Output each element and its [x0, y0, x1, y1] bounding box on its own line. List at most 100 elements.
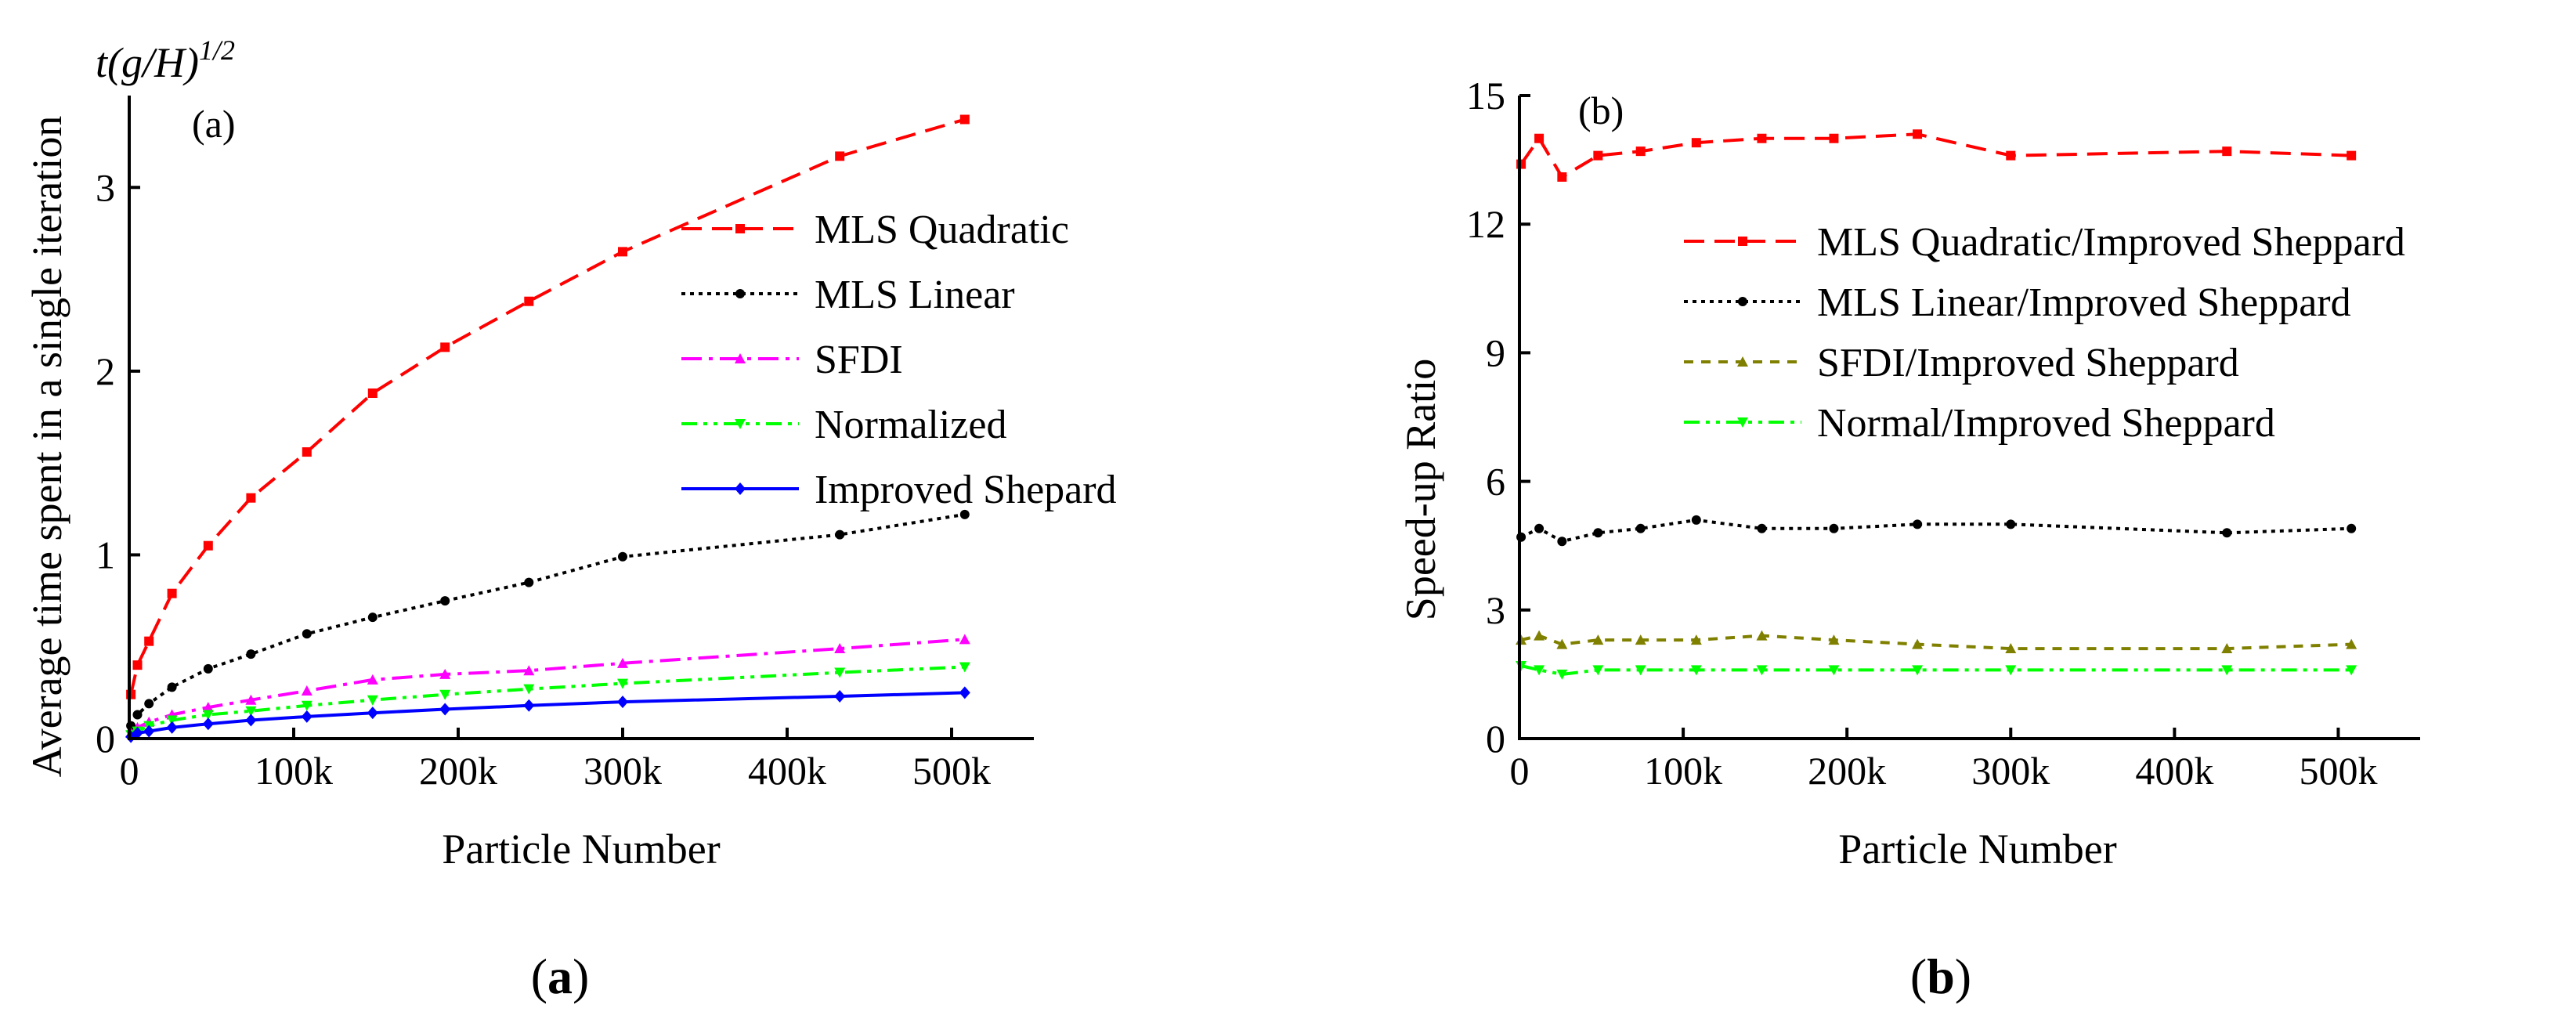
panel-b-xlabel: Particle Number	[1838, 826, 2116, 873]
panel-a-series-4-point-12	[959, 686, 970, 699]
panel-b-series-3-point-5	[1690, 665, 1702, 676]
panel-b-series	[1516, 129, 2357, 680]
panel-b-series-2-point-3	[1592, 634, 1604, 645]
panel-a-series-2-point-12	[959, 634, 970, 645]
panel-b-series-1-point-4	[1635, 523, 1646, 533]
panel-a-legend-label-1: MLS Linear	[815, 273, 1015, 317]
panel-a-xtick-label-4: 400k	[748, 749, 826, 793]
panel-b-series-0-point-6	[1757, 133, 1767, 143]
panel-a-ytick-label-3: 3	[96, 165, 115, 209]
panel-a-series-1-point-1	[132, 710, 143, 720]
panel-a-series-0-point-1	[132, 660, 143, 670]
panel-a-series-3-point-11	[834, 667, 846, 678]
panel-a-series-1-point-9	[524, 577, 534, 587]
panel-b-series-2-point-5	[1690, 634, 1702, 645]
panel-b-series-3-point-4	[1635, 665, 1646, 676]
panel-b-series-0-point-2	[1557, 172, 1567, 182]
panel-b-xtick-label-3: 300k	[1971, 749, 2050, 793]
panel-b-legend: MLS Quadratic/Improved Sheppard MLS Linea…	[1684, 220, 2405, 446]
panel-a-legend-entry-0: MLS Quadratic	[681, 208, 1069, 252]
panel-a-ytick-label-1: 1	[96, 533, 115, 576]
panel-a-series-1-point-8	[440, 596, 450, 606]
panel-a-series-0-point-6	[302, 447, 312, 457]
panel-a-xtick-label-2: 200k	[419, 749, 497, 793]
panel-b-tag: (b)	[1578, 89, 1624, 132]
panel-a-legend-marker-0	[735, 224, 745, 233]
panel-b-series-0-point-4	[1635, 146, 1646, 157]
panel-a-xlabel: Particle Number	[442, 826, 720, 873]
panel-a-series-0-point-5	[246, 493, 256, 503]
panel-b-series-2-point-4	[1635, 634, 1646, 645]
panel-b-legend-entry-2: SFDI/Improved Sheppard	[1684, 341, 2239, 385]
panel-b-xtick-label-0: 0	[1510, 749, 1530, 793]
panel-b-series-0-point-11	[2347, 150, 2357, 161]
panel-a-series-3-point-5	[245, 706, 257, 717]
panel-b-ytick-label-2: 6	[1486, 460, 1505, 504]
panel-a-legend-label-4: Improved Shepard	[815, 468, 1117, 512]
panel-b-series-3-point-8	[1912, 665, 1924, 676]
panel-b-series-1-point-2	[1557, 537, 1567, 547]
panel-b-series-2-point-2	[1556, 638, 1568, 649]
panel-a-legend-label-3: Normalized	[815, 403, 1006, 447]
panel-b-series-2	[1516, 630, 2357, 654]
caption-a-letter: a	[547, 949, 573, 1004]
panel-a-series-1-point-10	[618, 551, 627, 562]
panel-b-series-1-point-10	[2222, 528, 2232, 538]
panel-a-series-2-point-5	[245, 694, 257, 705]
panel-b-legend-label-0: MLS Quadratic/Improved Sheppard	[1817, 220, 2405, 265]
panel-a-series-1-point-6	[302, 629, 312, 639]
panel-b-ytick-label-1: 3	[1486, 588, 1505, 632]
panel-b-series-1	[1516, 515, 2357, 547]
panel-b-ytick-label-5: 15	[1466, 74, 1505, 117]
panel-b-series-0-line	[1519, 132, 2352, 179]
panel-b-legend-label-1: MLS Linear/Improved Sheppard	[1817, 280, 2351, 325]
panel-b-series-1-point-0	[1516, 532, 1526, 542]
panel-a-series-4-point-2	[143, 725, 155, 738]
panel-a-legend-entry-2: SFDI	[681, 338, 903, 382]
panel-b-xtick-label-4: 400k	[2135, 749, 2213, 793]
panel-b-legend-marker-2	[1737, 356, 1748, 367]
panel-b-series-0-point-8	[1913, 129, 1923, 139]
panel-b-series-1-point-7	[1829, 523, 1839, 533]
panel-a-series-0-point-2	[144, 636, 154, 646]
panel-a-series-0-point-4	[203, 540, 213, 551]
panel-a-series-4-point-10	[617, 696, 628, 709]
panel-b-series-0-point-9	[2006, 150, 2016, 161]
panel-a-series-2-point-9	[523, 665, 535, 676]
panel-a-xtick-label-3: 300k	[583, 749, 662, 793]
panel-a-series-3-point-9	[523, 684, 535, 695]
panel-a-xtick-label-0: 0	[120, 749, 139, 793]
panel-a-series-0-point-7	[367, 388, 378, 399]
panel-b-series-0-point-1	[1534, 133, 1545, 143]
panel-a-series-3-point-12	[959, 662, 970, 673]
panel-b-series-1-point-1	[1534, 523, 1545, 533]
panel-a-series-3-point-10	[617, 678, 628, 689]
panel-b-series-0-point-5	[1691, 138, 1701, 148]
panel-a-tag: (a)	[192, 102, 236, 146]
panel-a-series-3-point-8	[439, 689, 451, 700]
panel-b-xtick-label-5: 500k	[2299, 749, 2377, 793]
panel-b-series-3-point-6	[1756, 665, 1768, 676]
panel-b-series-2-point-11	[2346, 638, 2357, 649]
panel-b-series-0	[1516, 129, 2357, 182]
panel-b-legend-marker-3	[1737, 417, 1748, 428]
panel-a-series-1-point-11	[835, 529, 845, 540]
panel-b-series-2-point-1	[1534, 630, 1545, 641]
panel-a-legend-marker-2	[735, 353, 746, 363]
panel-b-series-1-point-9	[2006, 519, 2016, 529]
panel-a-series-2-point-10	[617, 657, 628, 668]
panel-b-series-2-point-7	[1828, 634, 1840, 645]
panel-a-series-0	[126, 114, 970, 699]
panel-a-series-3-point-3	[166, 715, 178, 726]
caption-a: (a)	[531, 949, 590, 1004]
panel-a-series-2-point-6	[301, 685, 313, 696]
panel-a-legend-entry-3: Normalized	[681, 403, 1006, 447]
panel-a-legend: MLS Quadratic MLS Linear SFDI Normalized Imp…	[681, 208, 1117, 512]
panel-b-series-3-point-10	[2221, 665, 2233, 676]
panel-a-series-4-point-9	[523, 699, 535, 712]
panel-a-series-4-point-4	[202, 717, 214, 731]
panel-a-series-4-point-8	[439, 703, 451, 716]
panel-b-legend-marker-1	[1738, 297, 1747, 306]
panel-b-series-3-point-2	[1556, 669, 1568, 680]
